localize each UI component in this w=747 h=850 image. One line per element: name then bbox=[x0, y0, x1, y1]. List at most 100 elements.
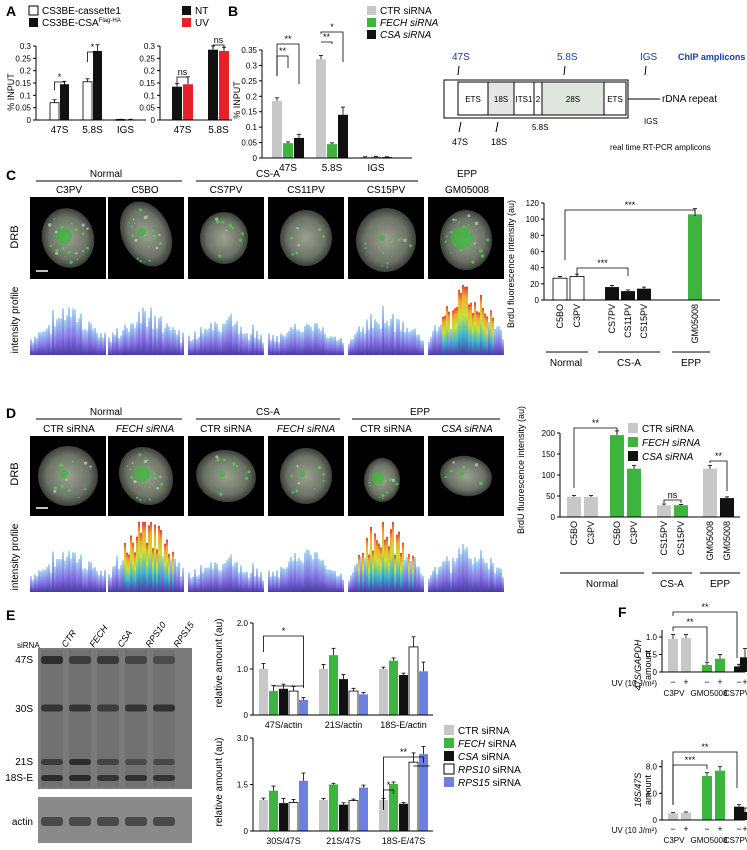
profile-column bbox=[140, 533, 142, 592]
panel-f-top-ytick-label: 0 bbox=[653, 668, 658, 677]
panel-e-bottom-bar-0-3 bbox=[288, 802, 299, 832]
profile-column bbox=[88, 321, 90, 355]
profile-column bbox=[386, 536, 388, 592]
panel-e-top-bar-2-4 bbox=[419, 671, 428, 715]
nucleolus-signal bbox=[60, 470, 68, 478]
signal-dot bbox=[391, 241, 393, 243]
panel-a-right-ytick-label: 0.3 bbox=[144, 42, 156, 51]
signal-dot bbox=[295, 489, 299, 493]
panel-d-profile-3 bbox=[268, 520, 344, 592]
profile-column bbox=[306, 323, 308, 355]
profile-column bbox=[62, 308, 64, 355]
panel-a-left-bar-0-0 bbox=[49, 102, 60, 121]
panel-f-bottom-bar-5 bbox=[740, 812, 747, 820]
panel-a-ylabel: % INPUT bbox=[6, 73, 16, 111]
profile-column bbox=[310, 326, 312, 355]
profile-column bbox=[438, 326, 440, 355]
profile-column bbox=[56, 558, 58, 592]
profile-column bbox=[216, 323, 218, 355]
profile-column bbox=[420, 573, 422, 592]
signal-dot bbox=[400, 237, 403, 240]
signal-dot bbox=[148, 486, 151, 489]
signal-dot bbox=[381, 264, 383, 267]
uv-sign: − bbox=[736, 824, 741, 834]
panel-a-sig-47s-uv-label: ns bbox=[178, 67, 188, 77]
signal-dot bbox=[83, 461, 88, 465]
panel-f-bottom-bar-2 bbox=[702, 776, 712, 820]
panel-f-bottom-ytick-label: 4.0 bbox=[646, 789, 658, 798]
profile-column bbox=[130, 535, 132, 592]
profile-column bbox=[156, 549, 158, 592]
profile-column bbox=[358, 555, 360, 592]
signal-dot bbox=[459, 248, 463, 252]
profile-column bbox=[466, 547, 468, 592]
panel-b-sig-47s-csa bbox=[276, 43, 300, 84]
profile-column bbox=[456, 558, 458, 592]
ets-box-right bbox=[603, 81, 627, 116]
panel-c-bar-4 bbox=[637, 288, 651, 300]
profile-column bbox=[402, 542, 404, 592]
signal-dot bbox=[65, 478, 68, 481]
panel-e-bottom-bar-0-1 bbox=[269, 790, 278, 831]
panel-c-chart: 0 20 40 60 80 100 120 C5BO C3PV CS7PV CS11PV CS15PV… bbox=[526, 199, 720, 369]
signal-dot bbox=[63, 494, 66, 496]
svg-text:ITS1: ITS1 bbox=[516, 95, 533, 104]
signal-dot bbox=[133, 480, 137, 484]
profile-column bbox=[214, 321, 216, 355]
ets-box-left bbox=[457, 81, 489, 116]
uv-sign: − bbox=[736, 677, 741, 687]
profile-column bbox=[50, 572, 52, 592]
signal-dot bbox=[152, 471, 156, 475]
profile-column bbox=[180, 342, 182, 355]
profile-column bbox=[414, 556, 416, 592]
profile-column bbox=[112, 566, 114, 592]
panel-d-xlabel: C3PV bbox=[586, 521, 596, 545]
profile-column bbox=[398, 319, 400, 355]
profile-column bbox=[436, 574, 438, 592]
signal-dot bbox=[84, 487, 87, 491]
actin-band bbox=[125, 817, 147, 826]
profile-column bbox=[138, 522, 140, 592]
profile-column bbox=[358, 326, 360, 355]
signal-dot bbox=[290, 474, 294, 478]
panel-e-top-xlabel: 18S-E/actin bbox=[380, 720, 427, 730]
panel-f-top-ytick-label: 1.0 bbox=[646, 633, 658, 642]
panel-e-bottom-ytick-label: 0 bbox=[244, 827, 249, 836]
signal-dot bbox=[138, 453, 142, 457]
signal-dot bbox=[156, 486, 160, 490]
signal-dot bbox=[291, 253, 294, 256]
signal-dot bbox=[444, 475, 447, 479]
profile-column bbox=[398, 531, 400, 592]
profile-column bbox=[392, 522, 394, 592]
chip-amplicons-label: ChIP amplicons bbox=[678, 52, 745, 62]
profile-column bbox=[462, 285, 464, 355]
panel-a-left-bar-1-0 bbox=[82, 81, 93, 121]
profile-column bbox=[384, 539, 386, 592]
panel-e-bottom-bar-1-1 bbox=[329, 784, 338, 831]
profile-column bbox=[162, 331, 164, 355]
profile-column bbox=[236, 321, 238, 355]
profile-column bbox=[64, 560, 66, 592]
profile-column bbox=[72, 552, 74, 592]
profile-column bbox=[302, 562, 304, 592]
panel-c-profile-1 bbox=[108, 283, 184, 355]
panel-c-ytick-label: 100 bbox=[526, 215, 540, 224]
profile-column bbox=[204, 328, 206, 355]
panel-c-ylabel: BrdU fluorescence intensity (au) bbox=[506, 200, 516, 328]
profile-column bbox=[74, 552, 76, 592]
profile-column bbox=[110, 576, 112, 592]
panel-f-bottom-bar-1 bbox=[681, 812, 691, 820]
profile-column bbox=[368, 554, 370, 592]
profile-column bbox=[192, 576, 194, 592]
signal-dot bbox=[159, 475, 162, 479]
profile-column bbox=[362, 552, 364, 592]
profile-column bbox=[440, 566, 442, 592]
panel-a-sig-47s-uv bbox=[176, 76, 189, 85]
profile-column bbox=[416, 334, 418, 355]
profile-column bbox=[262, 580, 264, 592]
profile-column bbox=[98, 575, 100, 592]
profile-column bbox=[34, 574, 36, 592]
profile-column bbox=[86, 330, 88, 355]
profile-column bbox=[364, 558, 366, 592]
profile-column bbox=[76, 562, 78, 592]
